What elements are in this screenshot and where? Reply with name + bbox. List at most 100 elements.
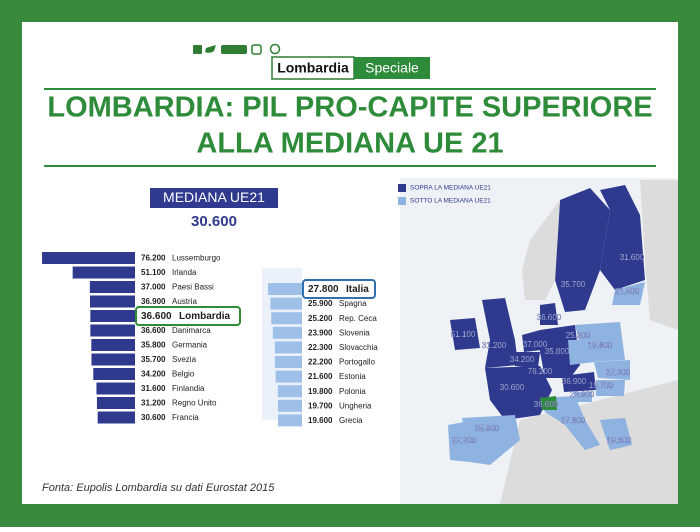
country-norway xyxy=(522,200,560,300)
bar xyxy=(268,283,302,295)
title: ALLA MEDIANA UE 21 xyxy=(196,128,503,160)
median-box xyxy=(150,188,278,208)
bar xyxy=(89,281,135,293)
country-france xyxy=(485,366,552,420)
value-label: 37.000 xyxy=(141,283,166,292)
country-uk xyxy=(482,298,518,368)
value-label: 30.600 xyxy=(141,413,166,422)
value-label: 21.600 xyxy=(308,372,333,381)
country-name: Rep. Ceca xyxy=(339,314,377,323)
country-denmark xyxy=(540,303,558,325)
map: 31.600 35.700 21.500 36.600 51.100 31.200 37.0… xyxy=(400,178,678,504)
country-spain xyxy=(462,415,520,465)
country-name: Regno Unito xyxy=(172,399,217,408)
value-label: 22.300 xyxy=(308,343,333,352)
country-portugal xyxy=(448,422,470,462)
bar xyxy=(91,353,135,366)
bar xyxy=(89,295,135,308)
country-name: Austria xyxy=(172,297,197,306)
value-label: 51.100 xyxy=(141,268,166,277)
country-slovenia xyxy=(574,392,592,402)
legend-label: SOTTO LA MEDIANA UE21 xyxy=(410,198,491,205)
value-label: 36.900 xyxy=(141,297,166,306)
country-name: Lussemburgo xyxy=(172,254,221,263)
map-label: 23.900 xyxy=(570,390,595,399)
country-name: Belgio xyxy=(172,370,195,379)
country-name: Irlanda xyxy=(172,268,197,277)
map-label: 35.700 xyxy=(561,280,586,289)
value-label: 36.600 xyxy=(141,326,166,335)
map-label: 34.200 xyxy=(510,355,535,364)
country-name: Finlandia xyxy=(172,384,205,393)
bar xyxy=(97,411,135,424)
country-sweden xyxy=(555,188,610,312)
country-netherlands xyxy=(522,330,542,352)
logo-box xyxy=(354,57,430,79)
legend-swatch xyxy=(398,184,406,192)
source: Fonta: Eupolis Lombardia su dati Eurosta… xyxy=(42,482,275,494)
legend-swatch xyxy=(398,197,406,205)
map-label: 19.700 xyxy=(589,381,614,390)
country-greece xyxy=(600,418,632,450)
country-name: Slovacchia xyxy=(339,343,378,352)
country-estonia xyxy=(612,282,645,305)
value-label: 35.700 xyxy=(141,355,166,364)
logo-text: Speciale xyxy=(365,60,419,76)
logo-text: Lombardia xyxy=(277,60,349,76)
bar xyxy=(275,370,302,383)
map-label: 22.200 xyxy=(452,436,477,445)
value-label: 22.200 xyxy=(308,358,333,367)
country-hungary xyxy=(596,380,625,396)
value-label: 19.800 xyxy=(308,387,333,396)
highlight-box xyxy=(302,279,376,299)
bar xyxy=(72,266,135,279)
value-label: 36.600 xyxy=(141,311,172,322)
highlight-box xyxy=(135,306,241,326)
map-label: 25.900 xyxy=(475,424,500,433)
country-name: Portogallo xyxy=(339,358,376,367)
country-name: Francia xyxy=(172,413,199,422)
title: LOMBARDIA: PIL PRO-CAPITE SUPERIORE xyxy=(47,92,652,124)
bar xyxy=(90,324,135,337)
land xyxy=(640,180,678,330)
country-ireland xyxy=(450,318,480,350)
bar xyxy=(277,399,302,412)
bar xyxy=(93,368,135,380)
bar xyxy=(42,252,136,264)
median-value: 30.600 xyxy=(191,213,237,230)
country-finland xyxy=(600,185,645,290)
country-name: Germania xyxy=(172,341,208,350)
country-belgium xyxy=(515,352,540,368)
value-label: 34.200 xyxy=(141,370,166,379)
value-label: 25.200 xyxy=(308,314,333,323)
map-label: 35.800 xyxy=(545,347,570,356)
bar xyxy=(96,397,135,409)
value-label: 19.700 xyxy=(308,401,333,410)
bar xyxy=(96,382,135,395)
value-label: 31.600 xyxy=(141,384,166,393)
country-name: Danimarca xyxy=(172,326,211,335)
map-label: 76.200 xyxy=(528,367,553,376)
country-name: Polonia xyxy=(339,387,366,396)
country-name: Paesi Bassi xyxy=(172,283,214,292)
country-name: Lombardia xyxy=(179,311,231,322)
map-label: 25.200 xyxy=(566,331,591,340)
map-label: 31.200 xyxy=(482,341,507,350)
value-label: 19.600 xyxy=(308,416,333,425)
map-label: 36.600 xyxy=(534,400,559,409)
logo: Lombardia Speciale xyxy=(271,56,430,80)
social-icons xyxy=(193,43,281,55)
map-label: 19.800 xyxy=(588,341,613,350)
value-label: 76.200 xyxy=(141,254,166,263)
map-label: 22.300 xyxy=(606,368,631,377)
country-name: Svezia xyxy=(172,355,197,364)
country-austria xyxy=(562,372,596,392)
bar xyxy=(271,312,302,325)
map-label: 30.600 xyxy=(500,383,525,392)
map-label: 19.600 xyxy=(607,436,632,445)
country-name: Spagna xyxy=(339,299,367,308)
bar xyxy=(90,310,135,322)
map-label: 51.100 xyxy=(451,330,476,339)
bar xyxy=(277,385,302,398)
